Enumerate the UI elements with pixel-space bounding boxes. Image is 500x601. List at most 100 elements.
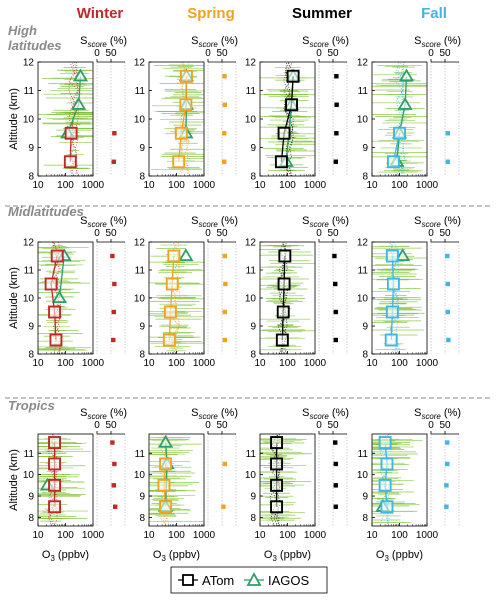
score-tick-label: 0 — [94, 228, 100, 239]
x-tick-label: 1000 — [82, 358, 105, 369]
score-tick-label: 0 — [205, 48, 211, 59]
score-marker — [333, 440, 338, 445]
score-marker — [111, 309, 116, 315]
y-tick-label: 11 — [135, 86, 146, 97]
x-tick-label: 1000 — [82, 180, 105, 191]
x-tick-label: 1000 — [193, 530, 216, 541]
score-axis-label: Sscore (%) — [414, 35, 461, 49]
score-marker — [333, 337, 338, 343]
atom-marker — [48, 500, 62, 514]
x-tick-label: 10 — [366, 180, 378, 191]
score-marker — [444, 504, 449, 509]
y-tick-label: 9 — [250, 492, 256, 503]
score-marker — [110, 253, 115, 259]
y-tick-label: 12 — [357, 58, 369, 69]
score-tick-label: 50 — [105, 420, 117, 431]
x-tick-label: 10 — [254, 180, 266, 191]
y-tick-label: 9 — [362, 143, 368, 154]
x-tick-label: 100 — [391, 358, 408, 369]
score-tick-label: 50 — [216, 48, 228, 59]
atom-marker — [48, 478, 62, 492]
score-tick-label: 0 — [316, 48, 322, 59]
y-tick-label: 9 — [362, 492, 368, 503]
score-tick-label: 50 — [327, 228, 339, 239]
y-tick-label: 9 — [139, 322, 145, 333]
y-tick-label: 12 — [134, 238, 146, 249]
x-axis-label: O3 (ppbv) — [264, 549, 311, 563]
x-tick-label: 1000 — [304, 530, 327, 541]
atom-marker — [48, 305, 62, 319]
x-tick-label: 1000 — [82, 530, 105, 541]
score-tick-label: 0 — [94, 48, 100, 59]
atom-marker — [275, 333, 289, 347]
atom-marker — [277, 277, 291, 291]
score-marker — [112, 461, 117, 467]
score-axis-label: Sscore (%) — [191, 407, 238, 421]
score-marker — [445, 309, 450, 315]
score-tick-label: 50 — [327, 48, 339, 59]
x-tick-label: 100 — [168, 358, 185, 369]
raw-atom-trace — [394, 62, 405, 176]
legend: ATom IAGOS — [170, 566, 328, 594]
score-marker — [222, 74, 227, 79]
atom-marker — [385, 305, 399, 319]
x-tick-label: 10 — [32, 358, 44, 369]
score-axis-label: Sscore (%) — [191, 35, 238, 49]
score-tick-label: 0 — [316, 228, 322, 239]
score-marker — [110, 440, 115, 445]
atom-marker — [277, 126, 291, 140]
score-axis-label: Sscore (%) — [191, 215, 238, 229]
atom-marker — [270, 436, 284, 450]
atom-marker — [159, 457, 173, 471]
score-marker — [111, 159, 116, 164]
season-title-summer: Summer — [292, 5, 352, 22]
atom-marker — [159, 500, 173, 514]
x-axis-label: O3 (ppbv) — [376, 549, 423, 563]
season-title-fall: Fall — [421, 5, 447, 22]
score-tick-label: 0 — [428, 228, 434, 239]
y-tick-label: 9 — [28, 143, 34, 154]
atom-marker — [380, 500, 394, 514]
y-tick-label: 12 — [23, 58, 35, 69]
atom-marker — [64, 126, 78, 140]
iagos-profile-line — [396, 76, 408, 162]
raw-atom-trace — [283, 62, 294, 176]
score-marker — [445, 461, 450, 467]
score-axis-label: Sscore (%) — [414, 215, 461, 229]
score-tick-label: 50 — [216, 420, 228, 431]
atom-marker — [384, 333, 398, 347]
score-marker — [222, 309, 227, 315]
atom-marker — [174, 126, 188, 140]
score-tick-label: 50 — [439, 48, 451, 59]
atom-profile-line — [384, 442, 388, 507]
score-tick-label: 0 — [94, 420, 100, 431]
atom-marker — [285, 98, 298, 112]
score-tick-label: 50 — [439, 228, 451, 239]
y-tick-label: 10 — [357, 294, 369, 305]
score-tick-label: 50 — [105, 48, 117, 59]
y-tick-label: 11 — [24, 449, 35, 460]
atom-profile-line — [390, 255, 395, 341]
legend-iagos-marker — [246, 572, 262, 586]
atom-marker — [386, 277, 400, 291]
y-tick-label: 8 — [139, 172, 145, 183]
atom-marker — [165, 277, 179, 291]
y-tick-label: 11 — [358, 86, 369, 97]
score-marker — [112, 281, 117, 287]
y-tick-label: 8 — [28, 513, 34, 524]
atom-marker — [63, 155, 77, 169]
x-tick-label: 1000 — [304, 358, 327, 369]
score-marker — [222, 131, 227, 136]
y-tick-label: 11 — [246, 449, 257, 460]
score-marker — [113, 504, 118, 509]
y-tick-label: 8 — [250, 513, 256, 524]
x-tick-label: 10 — [143, 530, 155, 541]
atom-marker — [378, 436, 392, 450]
